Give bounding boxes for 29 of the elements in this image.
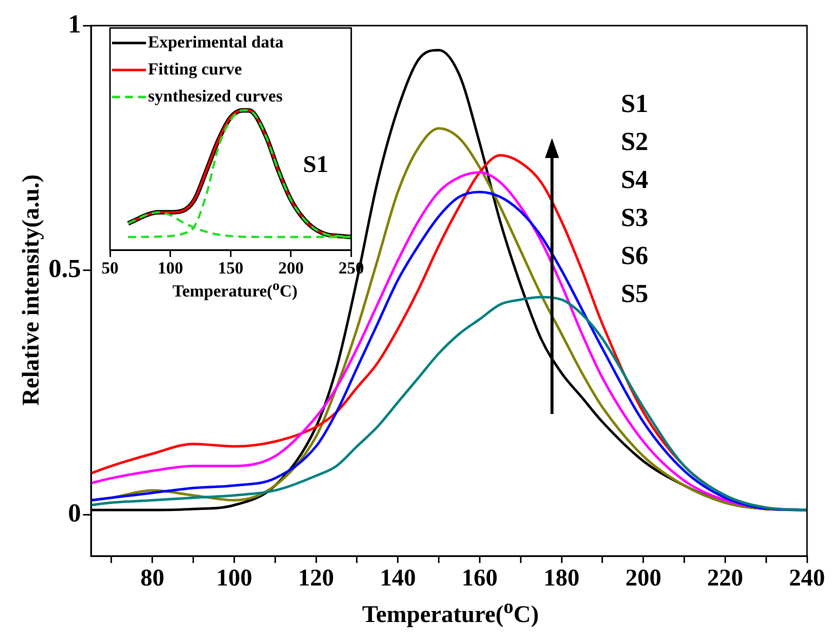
x-tick-label: 50 xyxy=(102,258,118,278)
legend-label: Fitting curve xyxy=(148,59,242,78)
annotation: S6 xyxy=(620,240,648,270)
x-tick-label: 180 xyxy=(544,566,580,592)
annotation: S3 xyxy=(620,202,648,232)
x-axis-title: Temperature($^{o}$C) xyxy=(361,596,540,629)
x-tick-label: 80 xyxy=(140,566,164,592)
y-axis-title: Relative intensity(a.u.) xyxy=(18,174,46,406)
annotation: S4 xyxy=(620,164,648,194)
legend-label: synthesized curves xyxy=(148,86,283,106)
x-tick-label: 150 xyxy=(218,258,244,278)
x-tick-label: 200 xyxy=(625,566,662,592)
x-tick-label: 220 xyxy=(707,566,744,592)
x-tick-label: 240 xyxy=(789,566,825,592)
annotation: S1 xyxy=(303,152,328,178)
x-axis-title: Temperature($^{o}$C) xyxy=(171,278,299,302)
y-tick-label: 0 xyxy=(68,498,81,528)
x-tick-label: 140 xyxy=(380,566,416,592)
x-tick-label: 200 xyxy=(278,258,304,278)
x-tick-label: 100 xyxy=(216,566,252,592)
annotation: S5 xyxy=(620,278,648,308)
annotation: S2 xyxy=(620,126,648,156)
y-tick-label: 1 xyxy=(68,9,81,38)
x-tick-label: 120 xyxy=(298,566,334,592)
legend-label: Experimental data xyxy=(148,32,284,52)
y-tick-label: 0.5 xyxy=(48,254,81,283)
annotation: S1 xyxy=(620,88,648,118)
x-tick-label: 100 xyxy=(158,258,184,278)
x-tick-label: 160 xyxy=(462,566,498,592)
